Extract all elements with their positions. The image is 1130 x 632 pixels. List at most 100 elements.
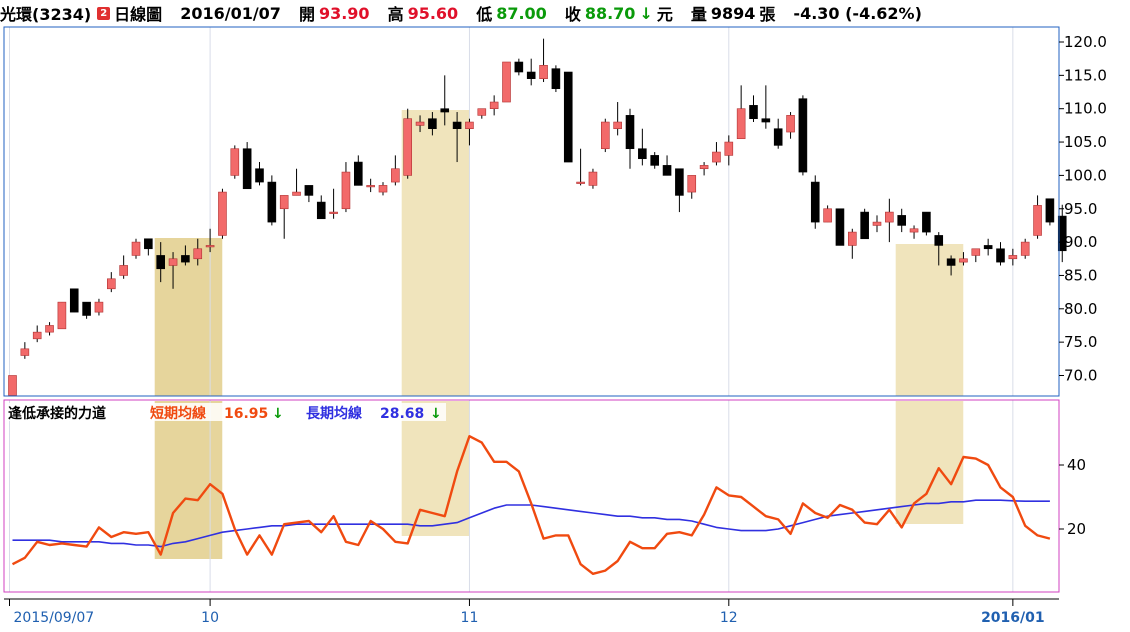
price-tick-label: 75.0 xyxy=(1064,333,1097,351)
candle-body xyxy=(613,121,622,130)
candle xyxy=(712,142,721,166)
candle xyxy=(922,211,931,236)
candle-body xyxy=(8,375,17,396)
candle xyxy=(218,188,227,239)
candle-body xyxy=(638,148,647,160)
candle xyxy=(316,195,326,220)
candle xyxy=(292,168,301,196)
candle-body xyxy=(107,278,116,290)
candle xyxy=(625,108,635,169)
candle-body xyxy=(279,195,289,210)
candle xyxy=(378,182,388,196)
candle xyxy=(403,108,413,179)
candle xyxy=(329,188,338,219)
candle-body xyxy=(82,301,91,316)
candle xyxy=(514,58,524,76)
indicator-tick-label: 40 xyxy=(1067,456,1086,474)
axis-labels: 70.0 75.0 80.0 85.0 90.0 95.0 100.0 105.0 110.0 1… xyxy=(9,33,1107,626)
candle xyxy=(810,175,820,229)
candle-body xyxy=(946,258,956,266)
high-value: 95.60 xyxy=(407,3,459,23)
price-tick-label: 95.0 xyxy=(1064,200,1097,218)
candle-body xyxy=(650,155,660,166)
candle xyxy=(32,325,42,343)
price-tick-label: 80.0 xyxy=(1064,300,1097,318)
open-value: 93.90 xyxy=(318,3,370,23)
candle xyxy=(230,145,240,179)
low-value: 87.00 xyxy=(496,3,547,23)
candle-body xyxy=(489,101,499,109)
candle-body xyxy=(922,211,931,233)
candle-body xyxy=(736,108,746,140)
candle xyxy=(267,175,277,226)
candle-body xyxy=(786,115,795,133)
candle-body xyxy=(69,288,79,313)
price-tick-label: 90.0 xyxy=(1064,233,1097,251)
candle xyxy=(946,255,956,276)
candle xyxy=(119,255,128,279)
candle xyxy=(366,178,375,193)
candle xyxy=(353,155,363,186)
candle-body xyxy=(699,165,709,170)
candle-body xyxy=(391,168,400,183)
price-tick-label: 110.0 xyxy=(1064,100,1107,118)
candle xyxy=(144,238,153,256)
candle-body xyxy=(403,118,413,176)
highlight-band-main-2 xyxy=(895,244,964,396)
x-tick-label: 2015/09/07 xyxy=(14,610,95,626)
candle-body xyxy=(514,61,524,73)
candle xyxy=(255,162,264,186)
candle-body xyxy=(168,258,178,266)
candle-body xyxy=(539,65,548,79)
volume-label: 量 xyxy=(690,5,707,24)
candle-body xyxy=(366,185,375,188)
candle-body xyxy=(625,115,635,150)
candle-body xyxy=(181,255,190,263)
open-label: 開 xyxy=(298,5,315,24)
candle xyxy=(650,152,660,169)
candle-body xyxy=(847,231,857,246)
x-tick-label: 10 xyxy=(201,610,219,626)
candle xyxy=(279,195,289,239)
period-label: 日線圖 xyxy=(114,5,163,24)
candle-body xyxy=(353,161,363,186)
price-tick-label: 105.0 xyxy=(1064,133,1107,151)
candle-body xyxy=(872,221,882,226)
low-label: 低 xyxy=(476,5,493,24)
candle-body xyxy=(32,331,42,340)
candle-body xyxy=(502,61,511,103)
volume-value: 9894 xyxy=(710,3,756,23)
candle-body xyxy=(205,245,215,248)
candle-body xyxy=(242,148,252,190)
market-badge[interactable]: 2 xyxy=(97,6,111,20)
volume-unit: 張 xyxy=(759,5,776,24)
candle xyxy=(959,252,968,266)
candle-body xyxy=(810,181,820,223)
candle xyxy=(835,208,845,246)
candle xyxy=(699,162,709,176)
candle xyxy=(736,85,746,140)
candle-body xyxy=(526,71,536,79)
candle xyxy=(465,118,474,146)
candle xyxy=(415,115,425,133)
chart-frames xyxy=(3,26,1060,600)
candle-body xyxy=(687,175,697,193)
candle xyxy=(69,288,79,313)
candle-body xyxy=(934,235,944,246)
candle xyxy=(20,342,30,359)
chart-grid xyxy=(9,27,1014,592)
price-tick-label: 100.0 xyxy=(1064,166,1107,184)
long-ma-label: 長期均線 xyxy=(306,405,362,422)
candle-body xyxy=(996,248,1005,263)
candle-body xyxy=(452,121,462,130)
price-change: -4.30 (-4.62%) xyxy=(793,3,922,23)
candle xyxy=(860,208,869,240)
candle xyxy=(1045,198,1055,226)
quote-header: 光環(3234) 2 日線圖 2016/01/07 開 93.90 高 95.6… xyxy=(0,0,1130,26)
candle-body xyxy=(119,265,128,276)
candle xyxy=(526,58,536,86)
candle-body xyxy=(316,201,326,220)
candle xyxy=(242,142,252,190)
candle-body xyxy=(292,191,301,196)
